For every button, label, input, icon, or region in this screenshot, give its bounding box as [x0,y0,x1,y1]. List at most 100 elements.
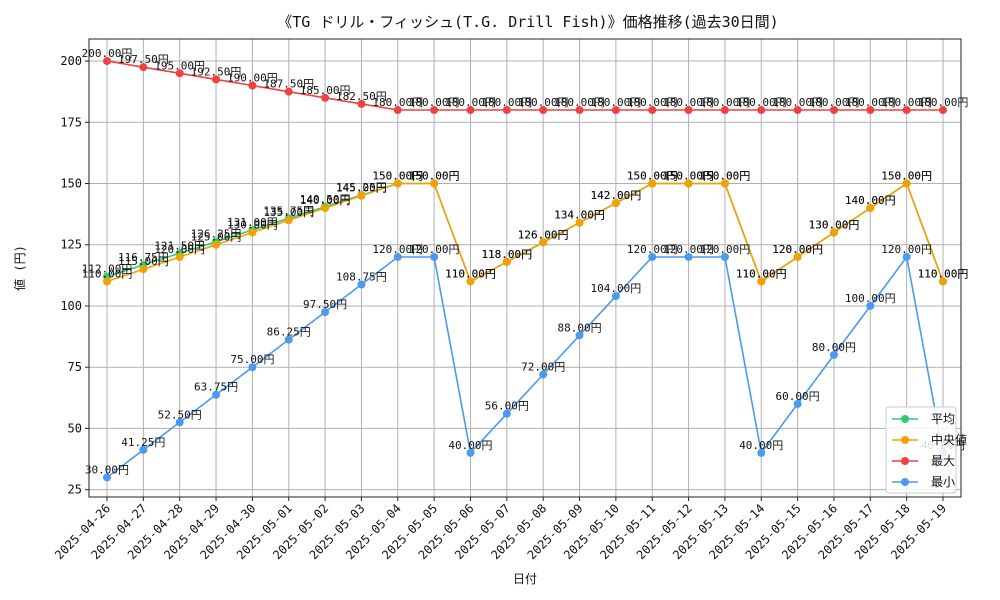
data-label: 130.00円 [809,218,860,231]
data-point [175,252,184,261]
data-label: 187.50円 [263,78,314,91]
data-label: 180.00円 [736,96,787,109]
data-label: 180.00円 [845,96,896,109]
data-point [212,390,221,399]
legend-label: 平均 [931,412,955,426]
legend-label: 最小 [931,475,955,489]
legend-label: 最大 [931,454,955,468]
data-label: 86.25円 [267,326,311,339]
data-label: 195.00円 [154,59,205,72]
data-label: 112.00円 [82,263,133,276]
data-point [393,179,402,188]
data-point [175,418,184,427]
data-label: 131.00円 [227,216,278,229]
x-axis: 2025-04-262025-04-272025-04-282025-04-29… [52,497,949,562]
data-label: 145.00円 [336,182,387,195]
data-label: 150.00円 [372,170,423,183]
data-label: 110.00円 [736,267,787,280]
y-tick-label: 25 [68,483,82,497]
data-labels-3: 30.00円 41.25円 52.50円 63.75円 75.00円 86.25円 97.5… [85,243,965,476]
y-tick-label: 175 [60,115,82,129]
data-point [466,277,475,286]
data-label: 110.00円 [918,267,969,280]
data-point [502,106,511,115]
legend-box [885,406,957,494]
data-label: 130.00円 [227,218,278,231]
data-point [866,301,875,310]
legend-swatch-marker [901,478,909,486]
data-label: 180.00円 [554,96,605,109]
data-point [684,106,693,115]
data-label: 180.00円 [372,96,423,109]
data-point [284,87,293,96]
data-point [393,252,402,261]
data-point [575,218,584,227]
data-label: 142.00円 [590,189,641,202]
data-label: 63.75円 [194,381,238,394]
data-point [829,350,838,359]
data-label: 88.00円 [557,321,601,334]
data-point [539,106,548,115]
data-label: 140.00円 [845,194,896,207]
data-label: 150.00円 [663,170,714,183]
data-label: 140.00円 [300,194,351,207]
data-point [611,106,620,115]
y-axis: 25 50 75 100 125 150 175 200 [60,54,89,497]
data-point [502,257,511,266]
data-label: 180.00円 [663,96,714,109]
data-point [357,191,366,200]
data-label: 135.00円 [263,206,314,219]
data-point [829,106,838,115]
data-label: 120.00円 [372,243,423,256]
data-label: 197.50円 [118,53,169,66]
data-label: 52.50円 [158,408,202,421]
data-label: 118.00円 [481,248,532,261]
data-label: 180.00円 [409,96,460,109]
series-line [106,182,944,283]
x-axis-label: 日付 [513,572,537,586]
data-point [103,57,111,66]
data-label: 180.00円 [881,96,932,109]
data-label: 120.00円 [881,243,932,256]
data-point [466,106,475,115]
data-labels-2: 200.00円197.50円195.00円192.50円190.00円187.5… [82,47,969,109]
data-label: 145.25円 [336,181,387,194]
data-label: 72.00円 [521,361,565,374]
data-label: 108.75円 [336,271,387,284]
data-point [793,106,802,115]
series-3 [103,252,947,482]
data-point [248,81,257,90]
data-point [284,216,293,225]
data-label: 135.75円 [263,204,314,217]
data-point [757,106,766,115]
data-point [430,106,439,115]
plot-frame [88,38,962,498]
series-group: 112.00円116.75円121.50円126.25円131.00円135.7… [82,47,969,482]
data-label: 121.50円 [154,239,205,252]
data-point [648,106,657,115]
data-point [757,277,766,286]
data-point [902,179,911,188]
data-point [175,69,184,78]
y-tick-label: 125 [60,238,82,252]
data-point [866,106,875,115]
data-label: 75.00円 [230,353,274,366]
data-point [793,252,802,261]
data-point [539,370,548,379]
data-label: 40.00円 [448,439,492,452]
data-labels-1: 110.00円115.00円120.00円125.00円130.00円135.0… [82,170,969,281]
data-point [648,179,657,188]
data-label: 126.25円 [191,228,242,241]
data-label: 125.00円 [191,231,242,244]
legend-swatch-marker [901,436,909,444]
data-point [466,448,475,457]
data-label: 110.00円 [445,267,496,280]
data-label: 110.00円 [445,267,496,280]
data-point [139,265,148,274]
data-label: 150.00円 [409,170,460,183]
data-point [212,75,221,84]
data-point [939,277,947,286]
data-point [793,399,802,408]
data-point [248,363,257,372]
